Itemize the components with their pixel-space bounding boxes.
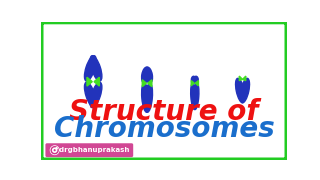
Ellipse shape: [145, 83, 153, 112]
Ellipse shape: [194, 76, 198, 83]
Ellipse shape: [191, 76, 196, 83]
Polygon shape: [87, 77, 92, 86]
Ellipse shape: [142, 83, 149, 112]
Circle shape: [51, 146, 59, 154]
Ellipse shape: [141, 67, 149, 83]
Polygon shape: [94, 77, 99, 86]
Ellipse shape: [145, 67, 153, 83]
Circle shape: [51, 147, 58, 154]
Polygon shape: [148, 80, 152, 87]
Ellipse shape: [191, 83, 196, 109]
Circle shape: [56, 148, 57, 149]
Polygon shape: [195, 81, 198, 86]
Polygon shape: [243, 76, 246, 81]
Ellipse shape: [236, 78, 245, 103]
Ellipse shape: [193, 83, 199, 109]
Text: @drgbhanuprakash: @drgbhanuprakash: [52, 147, 130, 153]
Ellipse shape: [240, 78, 250, 103]
Text: Chromosomes: Chromosomes: [54, 115, 274, 143]
Text: Structure of: Structure of: [69, 98, 259, 127]
Ellipse shape: [90, 82, 102, 108]
Ellipse shape: [90, 56, 102, 81]
Polygon shape: [191, 81, 194, 86]
Ellipse shape: [84, 56, 96, 81]
Polygon shape: [142, 80, 146, 87]
FancyBboxPatch shape: [45, 143, 133, 157]
Polygon shape: [239, 76, 243, 81]
FancyBboxPatch shape: [40, 21, 288, 161]
Ellipse shape: [84, 82, 96, 108]
